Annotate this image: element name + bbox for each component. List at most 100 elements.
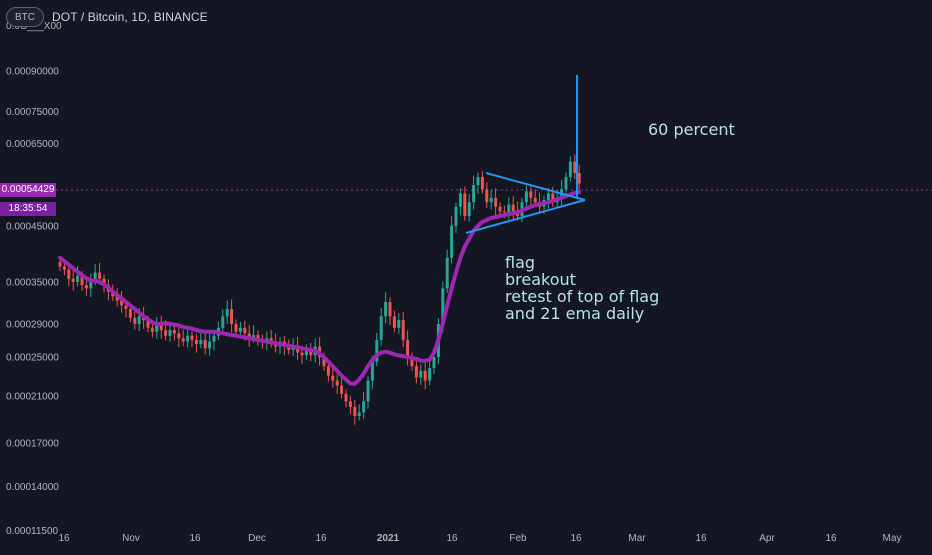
- candle-body: [225, 309, 229, 317]
- symbol-header: BTC DOT / Bitcoin, 1D, BINANCE: [6, 6, 208, 28]
- candle: [366, 376, 370, 409]
- x-axis-label: May: [883, 533, 902, 544]
- candle: [480, 171, 484, 194]
- candle-body: [476, 176, 480, 186]
- candle-body: [423, 370, 427, 381]
- flag-upper-trendline[interactable]: [485, 172, 586, 201]
- candle: [511, 196, 515, 221]
- candle-body: [304, 350, 308, 356]
- candle: [300, 348, 304, 364]
- candle: [375, 332, 379, 367]
- x-axis-label: 2021: [377, 533, 400, 544]
- candle-body: [375, 339, 379, 362]
- candle: [348, 395, 352, 415]
- candle-body: [93, 272, 97, 281]
- x-axis-label: 16: [189, 533, 201, 544]
- annotation-breakout: breakout: [505, 270, 576, 289]
- candle-body: [353, 406, 357, 417]
- candle-body: [186, 335, 190, 342]
- candle: [564, 172, 568, 198]
- candle-body: [507, 204, 511, 213]
- btc-badge-icon[interactable]: BTC: [6, 7, 44, 27]
- candle-body: [168, 330, 172, 336]
- candle-body: [247, 333, 251, 339]
- candle-body: [146, 320, 150, 328]
- candle: [353, 399, 357, 425]
- candle-body: [450, 225, 454, 258]
- x-axis-label: Apr: [759, 533, 775, 544]
- countdown-tag: 18:35:54: [0, 202, 56, 216]
- candle: [577, 164, 581, 191]
- candle: [190, 331, 194, 348]
- candle-body: [84, 285, 88, 289]
- candle-body: [98, 272, 102, 279]
- candle: [524, 185, 528, 210]
- candle-body: [454, 206, 458, 226]
- y-axis-label: 0.00035000: [6, 277, 59, 288]
- candle: [568, 155, 572, 182]
- candle: [225, 300, 229, 324]
- x-axis-label: 16: [695, 533, 707, 544]
- annotation-ema: and 21 ema daily: [505, 304, 645, 323]
- candle-body: [379, 316, 383, 340]
- candle-body: [498, 206, 502, 212]
- candle: [546, 187, 550, 209]
- candle: [472, 175, 476, 210]
- symbol-title[interactable]: DOT / Bitcoin, 1D, BINANCE: [52, 10, 208, 24]
- candle-body: [58, 262, 62, 267]
- candle-body: [489, 197, 493, 203]
- x-axis-label: 16: [58, 533, 70, 544]
- x-axis-label: Nov: [122, 533, 140, 544]
- candle: [498, 202, 502, 216]
- candle: [331, 368, 335, 388]
- candle-body: [208, 341, 212, 349]
- candle-body: [296, 346, 300, 353]
- x-axis-label: Mar: [628, 533, 646, 544]
- candle: [304, 344, 308, 360]
- y-axis-label: 0.00029000: [6, 319, 59, 330]
- candle-body: [406, 339, 410, 358]
- candle-body: [340, 385, 344, 394]
- candle: [84, 279, 88, 296]
- candle-body: [419, 370, 423, 378]
- candle: [467, 193, 471, 222]
- candle-body: [102, 278, 106, 286]
- flag-lower-trendline[interactable]: [465, 199, 586, 234]
- candle-body: [177, 333, 181, 339]
- candle-body: [335, 380, 339, 386]
- candle-body: [480, 176, 484, 190]
- candle-body: [221, 316, 225, 328]
- candle-body: [366, 380, 370, 402]
- candle: [458, 187, 462, 216]
- candle-body: [128, 309, 132, 318]
- annotation-60-percent: 60 percent: [648, 120, 735, 139]
- candle: [450, 216, 454, 264]
- candle: [494, 188, 498, 216]
- candle-body: [76, 275, 80, 282]
- candle: [172, 324, 176, 341]
- candle: [489, 189, 493, 210]
- candle-body: [577, 173, 581, 184]
- candle-body: [159, 323, 163, 331]
- candle-body: [234, 323, 238, 332]
- y-axis-label: 0.00014000: [6, 482, 59, 493]
- candle-body: [388, 301, 392, 317]
- candle: [485, 182, 489, 209]
- candle-body: [150, 327, 154, 332]
- candle: [529, 184, 533, 207]
- candle-body: [322, 357, 326, 367]
- candle-body: [428, 368, 432, 381]
- y-axis-label: 0.00065000: [6, 139, 59, 150]
- candle-body: [194, 339, 198, 345]
- candle-body: [410, 357, 414, 367]
- candle: [199, 332, 203, 349]
- candle-body: [190, 335, 194, 340]
- candle: [401, 311, 405, 348]
- candle-body: [287, 346, 291, 351]
- y-axis-label: 0.00011500: [6, 526, 59, 537]
- candle-body: [568, 161, 572, 177]
- candle-body: [384, 301, 388, 317]
- candle: [89, 273, 93, 298]
